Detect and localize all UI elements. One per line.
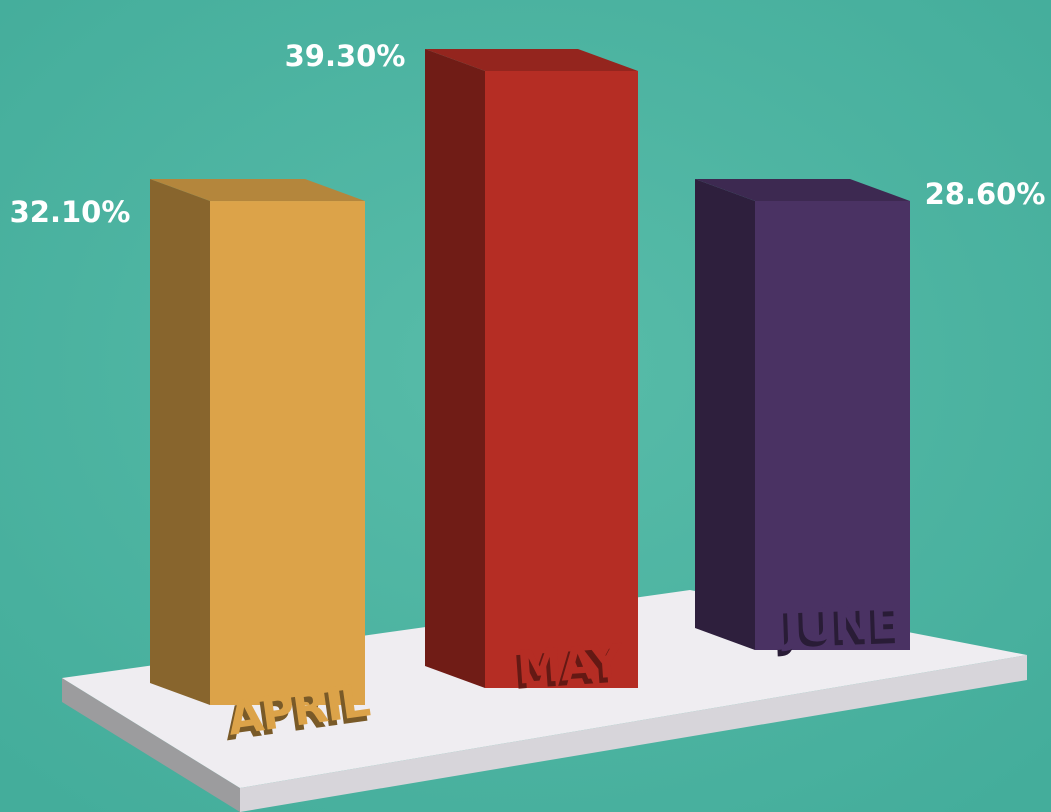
category-label: MAY	[515, 633, 625, 694]
bar-front	[210, 201, 365, 705]
bar	[425, 49, 638, 688]
bar-front	[485, 71, 638, 688]
bar-side	[150, 179, 210, 705]
value-label: 39.30%	[285, 39, 406, 73]
chart: 32.10%APRILAPRIL39.30%MAYMAY28.60%JUNEJU…	[0, 0, 1051, 812]
bar-front	[755, 201, 910, 650]
category-label: JUNE	[779, 595, 900, 653]
bar-side	[425, 49, 485, 688]
value-label: 28.60%	[925, 177, 1046, 211]
value-label: 32.10%	[10, 195, 131, 229]
bar	[150, 179, 365, 705]
page: 32.10%APRILAPRIL39.30%MAYMAY28.60%JUNEJU…	[0, 0, 1051, 812]
bar-side	[695, 179, 755, 650]
bar	[695, 179, 910, 650]
